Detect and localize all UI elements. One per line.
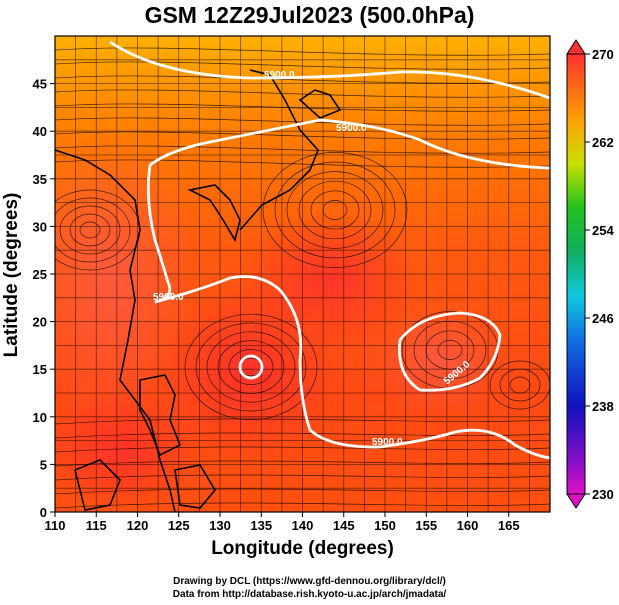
y-tick-label: 35: [33, 172, 47, 187]
x-tick-label: 125: [168, 518, 190, 533]
y-tick-label: 40: [33, 124, 47, 139]
streamline: [437, 340, 463, 360]
x-tick-label: 115: [86, 518, 107, 533]
x-tick-label: 155: [415, 518, 437, 533]
x-tick-label: 120: [127, 518, 149, 533]
colorbar-tick-label: 262: [592, 135, 614, 150]
streamline: [310, 190, 360, 230]
streamline: [55, 145, 550, 154]
contour-label: 5900.0: [264, 70, 295, 81]
contour-label: 5900.0: [372, 437, 403, 448]
streamline: [286, 171, 384, 249]
streamline: [55, 159, 550, 168]
streamline: [55, 117, 550, 126]
y-tick-label: 25: [33, 267, 47, 282]
streamline: [55, 89, 550, 98]
x-axis-label: Longitude (degrees): [211, 538, 394, 559]
streamline: [206, 331, 296, 403]
x-tick-label: 130: [209, 518, 231, 533]
colorbar-top-arrow: [566, 39, 586, 55]
grid-lines: [55, 36, 550, 512]
x-tick-label: 160: [457, 518, 479, 533]
colorbar-tick-label: 270: [592, 47, 614, 62]
streamline: [298, 180, 372, 240]
streamline: [274, 161, 396, 259]
chart-title: GSM 12Z29Jul2023 (500.0hPa): [144, 2, 475, 28]
y-axis: 0 5 10 15 20 25 30 35 40 45: [33, 77, 55, 520]
x-tick-label: 150: [374, 518, 396, 533]
streamline: [69, 213, 111, 247]
streamline: [184, 313, 318, 421]
colorbar-gradient: [566, 53, 586, 495]
credit-drawing: Drawing by DCL (https://www.gfd-dennou.o…: [173, 576, 446, 587]
streamline: [489, 360, 550, 410]
colorbar-tick-label: 246: [592, 311, 614, 326]
streamline: [79, 221, 101, 239]
streamline: [55, 131, 550, 140]
streamline: [59, 205, 121, 255]
contour-label: 5900.0: [336, 123, 367, 134]
credit-data: Data from http://database.rish.kyoto-u.a…: [172, 589, 447, 600]
y-tick-label: 45: [33, 77, 47, 92]
colorbar-tick-label: 238: [592, 399, 614, 414]
streamline: [55, 61, 550, 70]
streamline: [55, 197, 131, 263]
wind-streamlines: [55, 47, 550, 509]
streamline: [195, 322, 307, 412]
x-tick-label: 165: [498, 518, 520, 533]
streamline: [55, 47, 550, 56]
y-axis-label: Latitude (degrees): [1, 192, 22, 358]
colorbar-bottom-arrow: [566, 493, 586, 509]
x-tick-label: 135: [250, 518, 272, 533]
streamline: [262, 152, 408, 268]
streamline: [228, 349, 274, 385]
y-tick-label: 15: [33, 362, 47, 377]
x-tick-label: 140: [292, 518, 314, 533]
contour-lines: [109, 40, 550, 460]
x-tick-label: 145: [333, 518, 355, 533]
map-chart: 5900.0 5900.0 5900.0 5900.0 5900.0 110 11…: [33, 35, 614, 533]
colorbar: 270 262 254 246 238 230: [566, 39, 614, 509]
y-tick-label: 20: [33, 315, 47, 330]
y-tick-label: 5: [40, 457, 47, 472]
contour-label: 5900.0: [153, 292, 184, 303]
x-tick-label: 110: [45, 518, 66, 533]
x-axis: 110 115 120 125 130 135 140 145 150 155 160 165: [45, 512, 520, 533]
colorbar-tick-label: 254: [592, 223, 614, 238]
y-tick-label: 0: [40, 505, 47, 520]
colorbar-tick-label: 230: [592, 487, 614, 502]
temperature-field: [55, 36, 550, 512]
y-tick-label: 30: [33, 219, 47, 234]
y-tick-label: 10: [33, 410, 47, 425]
